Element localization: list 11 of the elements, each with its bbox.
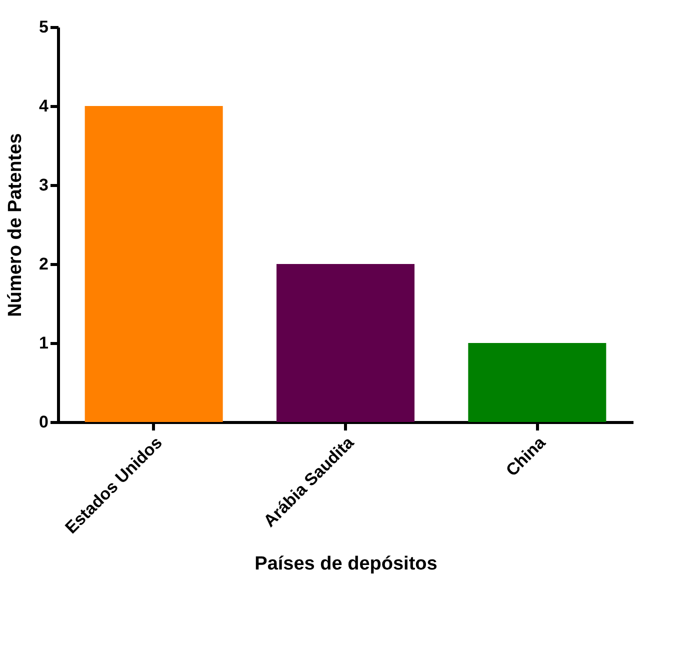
y-axis-title: Número de Patentes [5, 133, 26, 317]
x-axis-title: Países de depósitos [254, 554, 438, 575]
y-tick-label: 0 [39, 412, 48, 432]
bar [84, 106, 223, 422]
y-tick-label: 1 [39, 334, 48, 352]
bar [276, 264, 414, 422]
y-tick-label: 4 [39, 96, 50, 116]
y-tick-label: 2 [39, 254, 48, 274]
y-tick-label: 3 [39, 176, 48, 194]
y-tick-label: 5 [39, 18, 48, 36]
bar [468, 343, 606, 422]
